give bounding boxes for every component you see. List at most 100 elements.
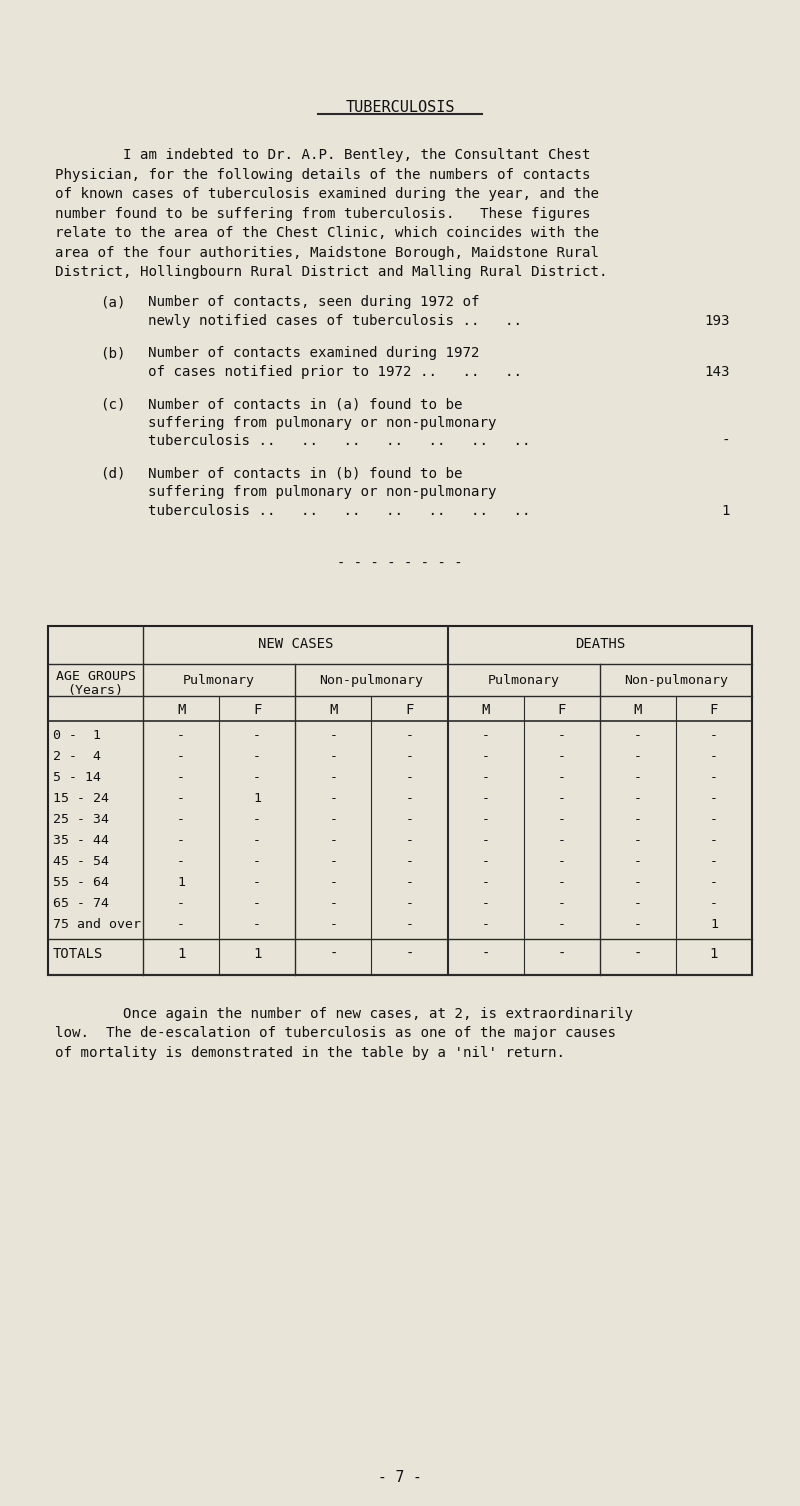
- Text: M: M: [634, 703, 642, 717]
- Text: District, Hollingbourn Rural District and Malling Rural District.: District, Hollingbourn Rural District an…: [55, 265, 607, 279]
- Text: of cases notified prior to 1972 ..   ..   ..: of cases notified prior to 1972 .. .. ..: [148, 364, 522, 378]
- Text: Pulmonary: Pulmonary: [488, 675, 560, 687]
- Text: -: -: [634, 771, 642, 785]
- Text: Pulmonary: Pulmonary: [183, 675, 255, 687]
- Text: -: -: [710, 792, 718, 806]
- Text: -: -: [558, 947, 566, 961]
- Text: -: -: [710, 876, 718, 889]
- Text: -: -: [710, 855, 718, 867]
- Text: -: -: [330, 792, 338, 806]
- Text: (b): (b): [100, 346, 126, 360]
- Text: M: M: [329, 703, 338, 717]
- Text: 65 - 74: 65 - 74: [53, 898, 109, 910]
- Text: -: -: [482, 919, 490, 931]
- Text: -: -: [482, 729, 490, 742]
- Text: -: -: [406, 771, 414, 785]
- Text: suffering from pulmonary or non-pulmonary: suffering from pulmonary or non-pulmonar…: [148, 485, 497, 498]
- Text: -: -: [253, 750, 261, 764]
- Text: -: -: [406, 898, 414, 910]
- Text: 55 - 64: 55 - 64: [53, 876, 109, 889]
- Text: 2 -  4: 2 - 4: [53, 750, 101, 764]
- Text: of mortality is demonstrated in the table by a 'nil' return.: of mortality is demonstrated in the tabl…: [55, 1047, 565, 1060]
- Text: tuberculosis ..   ..   ..   ..   ..   ..   ..: tuberculosis .. .. .. .. .. .. ..: [148, 503, 530, 518]
- Text: 1: 1: [253, 792, 261, 806]
- Text: -: -: [406, 729, 414, 742]
- Text: F: F: [253, 703, 262, 717]
- Text: -: -: [634, 729, 642, 742]
- Text: I am indebted to Dr. A.P. Bentley, the Consultant Chest: I am indebted to Dr. A.P. Bentley, the C…: [55, 148, 590, 163]
- Text: -: -: [482, 771, 490, 785]
- Text: -: -: [482, 898, 490, 910]
- Text: DEATHS: DEATHS: [574, 637, 625, 651]
- Text: -: -: [710, 898, 718, 910]
- Text: 1: 1: [710, 947, 718, 961]
- Text: -: -: [253, 855, 261, 867]
- Text: -: -: [406, 750, 414, 764]
- Text: -: -: [177, 729, 185, 742]
- Text: (Years): (Years): [67, 684, 123, 697]
- Text: -: -: [177, 919, 185, 931]
- Text: -: -: [558, 792, 566, 806]
- Text: 1: 1: [177, 876, 185, 889]
- Text: 45 - 54: 45 - 54: [53, 855, 109, 867]
- Text: F: F: [558, 703, 566, 717]
- Text: low.  The de-escalation of tuberculosis as one of the major causes: low. The de-escalation of tuberculosis a…: [55, 1027, 616, 1041]
- Text: -: -: [330, 919, 338, 931]
- Text: -: -: [177, 834, 185, 846]
- Text: -: -: [558, 898, 566, 910]
- Text: -: -: [558, 876, 566, 889]
- Text: -: -: [558, 729, 566, 742]
- Text: Number of contacts examined during 1972: Number of contacts examined during 1972: [148, 346, 479, 360]
- Text: -: -: [482, 792, 490, 806]
- Text: -: -: [329, 947, 338, 961]
- Text: -: -: [634, 855, 642, 867]
- Text: -: -: [330, 729, 338, 742]
- Text: -: -: [330, 771, 338, 785]
- Text: -: -: [710, 729, 718, 742]
- Text: -: -: [558, 919, 566, 931]
- Text: -: -: [406, 792, 414, 806]
- Text: -: -: [710, 834, 718, 846]
- Text: -: -: [177, 813, 185, 825]
- Text: -: -: [177, 750, 185, 764]
- Text: 15 - 24: 15 - 24: [53, 792, 109, 806]
- Text: Number of contacts in (b) found to be: Number of contacts in (b) found to be: [148, 467, 462, 480]
- Text: -: -: [634, 876, 642, 889]
- Text: -: -: [330, 898, 338, 910]
- Text: 1: 1: [177, 947, 186, 961]
- Text: TOTALS: TOTALS: [53, 947, 103, 961]
- Text: 0 -  1: 0 - 1: [53, 729, 101, 742]
- Text: -: -: [558, 855, 566, 867]
- Text: suffering from pulmonary or non-pulmonary: suffering from pulmonary or non-pulmonar…: [148, 416, 497, 429]
- Text: -: -: [253, 834, 261, 846]
- Text: -: -: [330, 876, 338, 889]
- Text: -: -: [177, 771, 185, 785]
- Text: -: -: [558, 771, 566, 785]
- Text: 1: 1: [710, 919, 718, 931]
- Text: -: -: [177, 898, 185, 910]
- Text: -: -: [634, 919, 642, 931]
- Text: -: -: [406, 919, 414, 931]
- Text: -: -: [177, 792, 185, 806]
- Text: F: F: [710, 703, 718, 717]
- Text: 35 - 44: 35 - 44: [53, 834, 109, 846]
- Text: -: -: [722, 434, 730, 447]
- Text: -: -: [330, 834, 338, 846]
- Text: -: -: [330, 855, 338, 867]
- Text: 25 - 34: 25 - 34: [53, 813, 109, 825]
- Text: - - - - - - - -: - - - - - - - -: [337, 556, 463, 569]
- Text: -: -: [634, 792, 642, 806]
- Text: -: -: [406, 813, 414, 825]
- Text: Once again the number of new cases, at 2, is extraordinarily: Once again the number of new cases, at 2…: [55, 1008, 633, 1021]
- Text: tuberculosis ..   ..   ..   ..   ..   ..   ..: tuberculosis .. .. .. .. .. .. ..: [148, 434, 530, 447]
- Text: -: -: [406, 947, 414, 961]
- Text: Number of contacts in (a) found to be: Number of contacts in (a) found to be: [148, 398, 462, 411]
- Text: -: -: [634, 750, 642, 764]
- Text: -: -: [482, 947, 490, 961]
- Text: 193: 193: [705, 313, 730, 327]
- Text: -: -: [482, 750, 490, 764]
- Text: -: -: [710, 813, 718, 825]
- Text: F: F: [406, 703, 414, 717]
- Text: relate to the area of the Chest Clinic, which coincides with the: relate to the area of the Chest Clinic, …: [55, 226, 599, 239]
- Text: -: -: [482, 876, 490, 889]
